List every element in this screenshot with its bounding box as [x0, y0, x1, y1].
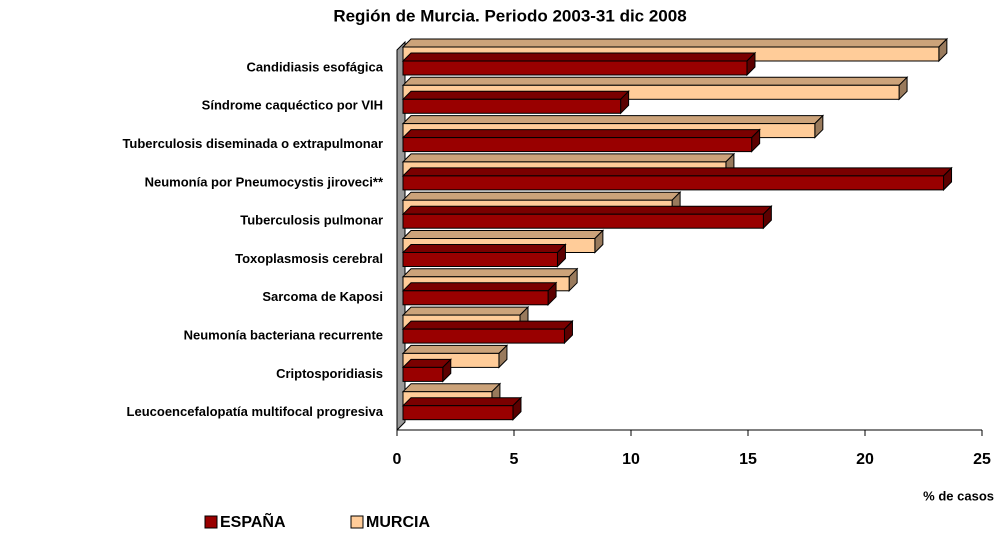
legend-swatch	[204, 515, 218, 529]
x-tick-label: 0	[393, 451, 402, 468]
bar-top	[401, 230, 605, 239]
bar-top	[401, 282, 558, 292]
bar-top	[401, 129, 761, 139]
bar-top	[401, 306, 530, 316]
bar	[402, 405, 514, 421]
x-tick-label: 20	[856, 451, 874, 468]
bar-top	[401, 90, 630, 100]
category-label: Leucoencefalopatía multifocal progresiva	[127, 404, 384, 419]
bar	[402, 252, 558, 267]
category-label: Neumonía bacteriana recurrente	[184, 328, 383, 343]
category-label: Neumonía por Pneumocystis jiroveci**	[145, 174, 384, 189]
category-label: Tuberculosis diseminada o extrapulmonar	[122, 136, 383, 151]
bar-top	[401, 191, 682, 201]
category-label: Candidiasis esofágica	[246, 59, 383, 74]
bar	[402, 175, 945, 191]
bar-top	[401, 52, 757, 62]
bar	[402, 290, 549, 306]
bar-top	[401, 397, 523, 407]
bar	[402, 137, 753, 153]
x-tick-label: 5	[510, 451, 519, 468]
x-tick-label: 25	[973, 451, 991, 468]
bar-top	[401, 76, 909, 86]
bar	[402, 98, 622, 114]
bar-top	[401, 153, 736, 163]
chart-title: Región de Murcia. Periodo 2003-31 dic 20…	[333, 6, 686, 25]
category-label: Síndrome caquéctico por VIH	[202, 98, 383, 113]
bar	[402, 213, 764, 229]
bar-top	[401, 268, 579, 278]
bar	[402, 60, 748, 76]
bar-top	[401, 244, 567, 253]
bar-top	[401, 167, 953, 177]
category-label: Criptosporidiasis	[276, 366, 383, 381]
bar-top	[401, 115, 825, 125]
category-label: Toxoplasmosis cerebral	[235, 251, 383, 266]
category-label: Sarcoma de Kaposi	[262, 289, 383, 304]
bar-top	[401, 344, 509, 354]
bar-top	[401, 320, 574, 330]
category-label: Tuberculosis pulmonar	[240, 213, 383, 228]
bar-top	[401, 38, 949, 48]
legend-label: ESPAÑA	[220, 511, 286, 531]
legend-label: MURCIA	[366, 514, 430, 531]
x-tick-label: 15	[739, 451, 757, 468]
legend-swatch	[350, 515, 364, 529]
x-tick-label: 10	[622, 451, 640, 468]
bar-top	[401, 205, 773, 215]
bar	[402, 366, 444, 382]
bar-top	[401, 383, 502, 393]
bar	[402, 328, 565, 344]
x-axis-label: % de casos	[923, 488, 994, 503]
